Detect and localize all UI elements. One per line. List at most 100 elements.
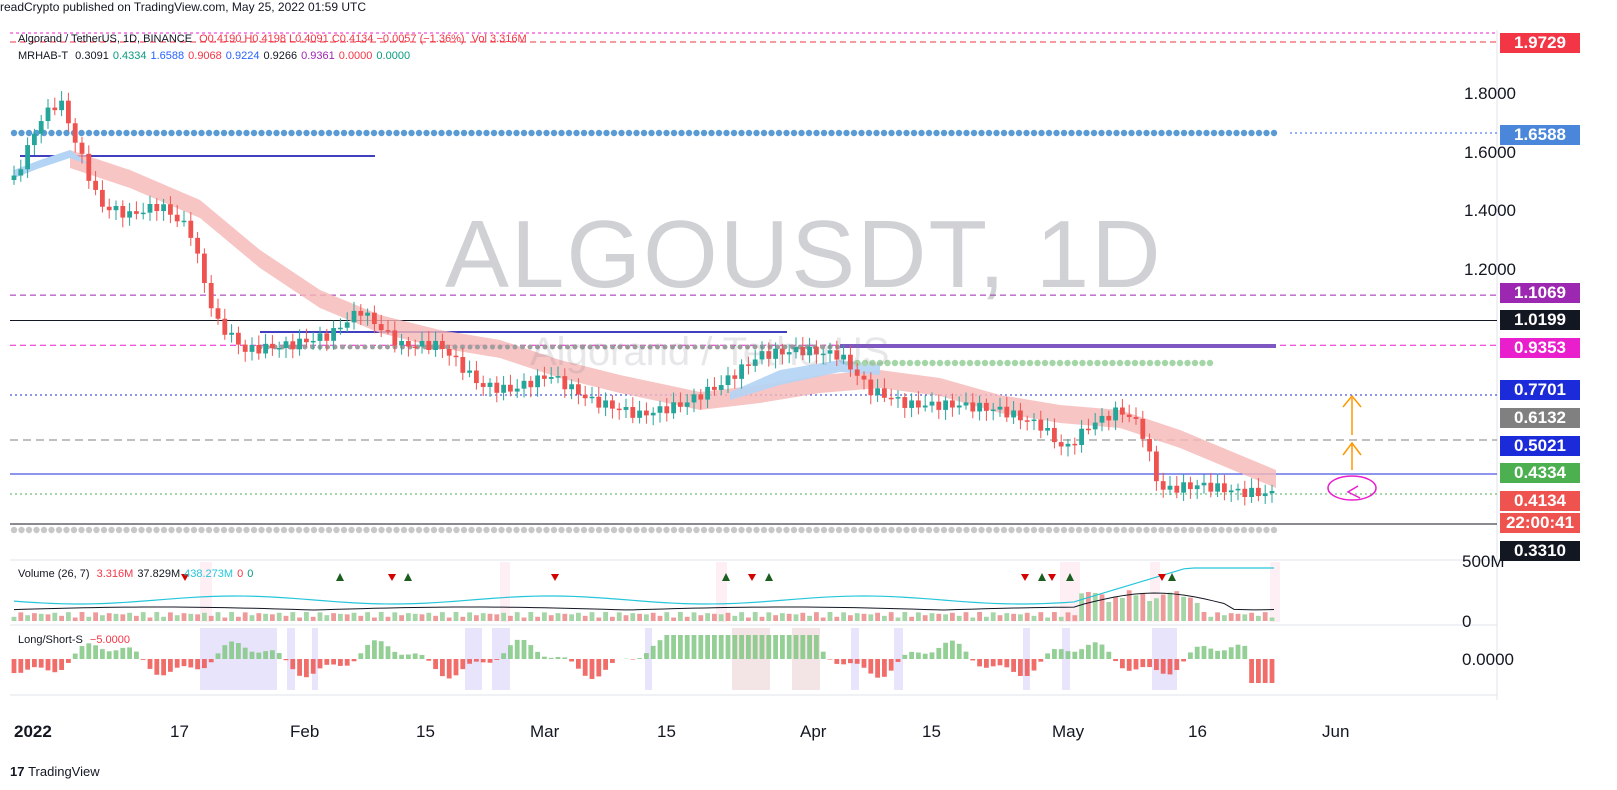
dot-1.6588: [1248, 129, 1255, 137]
ls-bar: [120, 647, 126, 659]
candle-body: [514, 388, 520, 392]
volume-legend[interactable]: Volume (26, 7) 3.316M 37.829M 438.273M 0 0: [18, 568, 261, 580]
dot-0.3310: [25, 526, 33, 534]
dot-0.3310: [190, 526, 198, 534]
candlesticks: [11, 91, 1275, 506]
dot-1.6588: [370, 129, 378, 137]
candle-body: [630, 407, 636, 418]
ls-bar: [344, 659, 350, 666]
dot-grey: [482, 344, 488, 350]
candle-body: [229, 332, 234, 335]
dot-0.3310: [948, 526, 955, 534]
candle-body: [603, 400, 608, 408]
ls-bar: [786, 635, 792, 659]
dot-1.6588: [865, 129, 873, 137]
candle-body: [827, 350, 833, 354]
dot-1.6588: [798, 129, 805, 137]
volume-bar: [1058, 616, 1064, 621]
dot-0.3310: [1248, 526, 1255, 534]
candle-body: [1072, 443, 1078, 446]
dot-grey: [572, 344, 578, 350]
candle-body: [331, 328, 336, 341]
volume-bar: [569, 614, 574, 621]
ls-bar: [385, 646, 391, 659]
dot-1.6588: [858, 129, 865, 137]
volume-bar: [514, 612, 520, 621]
volume-bar: [270, 614, 275, 621]
dot-0.3310: [723, 526, 730, 534]
dot-green: [929, 359, 936, 367]
indicator-name[interactable]: MRHAB-T: [18, 50, 69, 62]
ls-bar: [678, 635, 683, 659]
dot-grey: [565, 344, 570, 350]
ls-title[interactable]: Long/Short-S: [18, 634, 83, 646]
price-label: 1.6588: [1500, 125, 1580, 145]
candle-body: [72, 123, 78, 143]
dot-1.6588: [918, 129, 925, 137]
ls-bar: [1235, 644, 1241, 659]
volume-bar: [79, 612, 85, 621]
ls-bar: [378, 641, 384, 659]
ls-bar: [249, 651, 255, 659]
volume-bar: [1154, 598, 1159, 621]
dot-1.6588: [228, 129, 235, 137]
legend-indicator-row[interactable]: MRHAB-T 0.3091 0.4334 1.6588 0.9068 0.9224 0.…: [18, 50, 418, 62]
volume-bar: [861, 613, 867, 621]
ls-bar: [664, 635, 670, 659]
ls-bar: [1154, 659, 1159, 671]
volume-bar: [841, 612, 846, 621]
dot-green: [1049, 359, 1056, 367]
dot-1.6588: [513, 129, 520, 137]
candle-body: [657, 406, 663, 413]
dot-0.3310: [333, 526, 340, 534]
volume-title[interactable]: Volume (26, 7): [18, 568, 90, 580]
dot-0.3310: [235, 526, 243, 534]
ls-bar: [1052, 649, 1057, 659]
volume-bar: [161, 616, 166, 621]
candle-body: [916, 400, 921, 408]
volume-highlight: [716, 562, 727, 622]
candle-body: [474, 370, 479, 384]
legend-symbol-row[interactable]: Algorand / TetherUS, 1D, BINANCE O0.4190…: [18, 33, 531, 45]
ls-bar: [1024, 659, 1030, 676]
ls-bar: [841, 659, 846, 665]
dot-green: [1131, 359, 1139, 367]
dot-0.3310: [910, 526, 918, 534]
tradingview-logo[interactable]: 17 TradingView: [10, 764, 100, 779]
ls-bar: [256, 652, 262, 659]
dot-0.3310: [1165, 526, 1173, 534]
ls-bar: [460, 659, 466, 670]
volume-bar: [671, 617, 676, 621]
volume-bar: [990, 612, 996, 621]
dot-1.6588: [378, 129, 385, 137]
dot-green: [1019, 359, 1026, 367]
legend-symbol[interactable]: Algorand / TetherUS, 1D, BINANCE: [18, 33, 193, 45]
candle-body: [814, 346, 819, 355]
volume-bar: [256, 613, 262, 621]
sell-signal-icon: [1021, 574, 1029, 581]
dot-grey: [692, 344, 698, 350]
ls-bar: [93, 645, 98, 659]
candle-body: [487, 382, 493, 387]
volume-bar: [419, 614, 425, 621]
dot-0.3310: [828, 526, 835, 534]
dot-1.6588: [1173, 129, 1180, 137]
candle-body: [970, 402, 976, 412]
candle-body: [222, 318, 228, 335]
dot-1.6588: [55, 129, 63, 137]
ls-bar: [1269, 659, 1275, 683]
candle-body: [134, 211, 139, 214]
dot-1.6588: [625, 129, 633, 137]
dot-0.3310: [1023, 526, 1030, 534]
price-label: 0.5021: [1500, 436, 1580, 456]
dot-grey: [617, 344, 623, 350]
candle-body: [1256, 487, 1261, 497]
dot-0.3310: [505, 526, 513, 534]
ls-legend[interactable]: Long/Short-S −5.0000: [18, 634, 134, 646]
dot-1.6588: [670, 129, 678, 137]
time-tick: 15: [416, 722, 435, 741]
ls-bar: [1065, 651, 1071, 659]
candle-body: [324, 333, 330, 341]
candle-body: [11, 175, 17, 180]
